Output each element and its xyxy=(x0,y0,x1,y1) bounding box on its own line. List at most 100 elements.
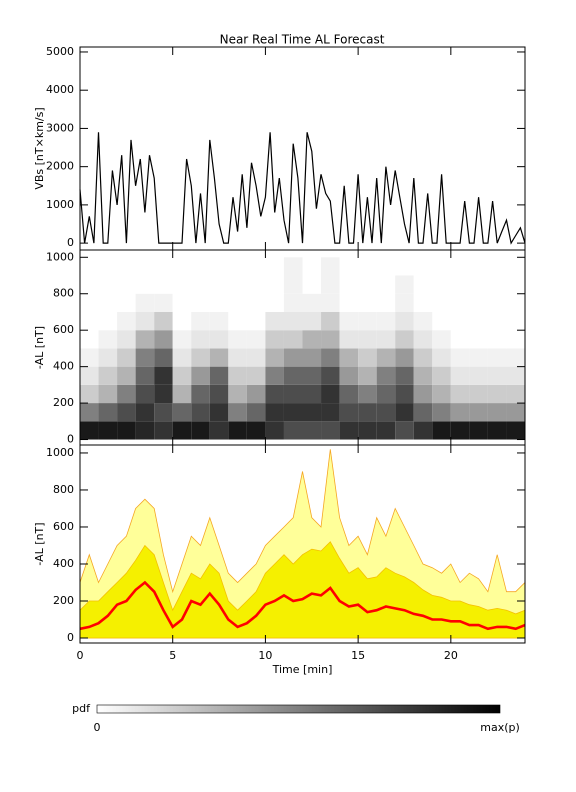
heat-cell xyxy=(487,330,507,349)
heat-cell xyxy=(265,330,284,349)
heat-cell xyxy=(246,421,266,440)
heat-cell xyxy=(209,366,229,385)
x-axis-label: Time [min] xyxy=(272,663,333,676)
heat-cell xyxy=(246,366,266,385)
heat-cell xyxy=(506,366,525,385)
heat-cell xyxy=(117,293,136,312)
y-tick-label: 0 xyxy=(67,433,74,446)
heat-cell xyxy=(265,293,284,312)
heat-cell xyxy=(506,293,525,312)
x-tick-label: 10 xyxy=(258,649,272,662)
heat-cell xyxy=(265,403,284,422)
heat-cell xyxy=(432,330,451,349)
heat-cell xyxy=(191,348,210,367)
heat-cell xyxy=(302,257,322,276)
heat-cell xyxy=(487,421,507,440)
heat-cell xyxy=(246,257,266,276)
heat-cell xyxy=(191,257,210,276)
heat-cell xyxy=(154,257,173,276)
heat-cell xyxy=(98,348,118,367)
heat-cell xyxy=(432,384,451,404)
heat-cell xyxy=(98,421,118,440)
heat-cell xyxy=(450,275,470,294)
heat-cell xyxy=(339,293,359,312)
heat-cell xyxy=(469,330,488,349)
heat-cell xyxy=(469,293,488,312)
heat-cell xyxy=(283,293,303,312)
heat-cell xyxy=(395,311,414,331)
y-tick-label: 800 xyxy=(53,483,74,496)
heat-cell xyxy=(154,403,173,422)
heat-cell xyxy=(80,311,99,331)
heat-cell xyxy=(117,257,136,276)
heat-cell xyxy=(413,275,433,294)
heat-cell xyxy=(80,384,99,404)
heat-cell xyxy=(339,366,359,385)
heat-cell xyxy=(135,366,155,385)
heat-cell xyxy=(283,330,303,349)
heat-cell xyxy=(413,348,433,367)
heat-cell xyxy=(209,403,229,422)
heat-cell xyxy=(172,384,192,404)
heat-cell xyxy=(487,366,507,385)
heat-cell xyxy=(283,421,303,440)
heat-cell xyxy=(265,348,284,367)
heat-cell xyxy=(487,275,507,294)
y-tick-label: 400 xyxy=(53,360,74,373)
heat-cell xyxy=(469,403,488,422)
colorbar xyxy=(96,704,501,714)
y-tick-label: 4000 xyxy=(46,83,74,96)
x-tick-label: 20 xyxy=(444,649,458,662)
heat-cell xyxy=(302,421,322,440)
y-tick-label: 0 xyxy=(67,631,74,644)
heat-cell xyxy=(358,348,377,367)
heat-cell xyxy=(376,421,396,440)
heat-cell xyxy=(246,384,266,404)
y-tick-label: 200 xyxy=(53,594,74,607)
heat-cell xyxy=(209,293,229,312)
heat-cell xyxy=(117,311,136,331)
heat-cell xyxy=(172,311,192,331)
heat-cell xyxy=(209,257,229,276)
heat-cell xyxy=(172,366,192,385)
heat-cell xyxy=(98,293,118,312)
heat-cell xyxy=(302,330,322,349)
heat-cell xyxy=(283,366,303,385)
colorbar-label: pdf xyxy=(72,702,91,715)
heat-cell xyxy=(98,257,118,276)
heat-cell xyxy=(80,403,99,422)
heat-cell xyxy=(172,293,192,312)
heat-cell xyxy=(413,293,433,312)
line xyxy=(79,132,526,245)
y-tick-label: 1000 xyxy=(46,446,74,459)
heat-cell xyxy=(209,421,229,440)
heat-cell xyxy=(413,311,433,331)
heat-cell xyxy=(506,348,525,367)
heat-cell xyxy=(450,403,470,422)
heat-cell xyxy=(339,275,359,294)
heat-cell xyxy=(135,311,155,331)
heat-cell xyxy=(228,311,247,331)
heat-cell xyxy=(172,257,192,276)
heat-cell xyxy=(321,293,340,312)
heat-cell xyxy=(98,275,118,294)
heat-cell xyxy=(321,275,340,294)
heat-cell xyxy=(228,366,247,385)
heat-cell xyxy=(154,330,173,349)
heat-cell xyxy=(154,421,173,440)
heat-cell xyxy=(376,330,396,349)
heat-cell xyxy=(376,366,396,385)
heat-cell xyxy=(191,330,210,349)
heat-cell xyxy=(321,257,340,276)
heat-cell xyxy=(469,348,488,367)
heat-cell xyxy=(506,384,525,404)
heat-cell xyxy=(413,384,433,404)
heat-cell xyxy=(265,275,284,294)
heat-cell xyxy=(506,421,525,440)
heat-cell xyxy=(154,311,173,331)
heat-cell xyxy=(302,384,322,404)
heat-cell xyxy=(413,421,433,440)
heat-cell xyxy=(191,293,210,312)
heat-cell xyxy=(154,366,173,385)
